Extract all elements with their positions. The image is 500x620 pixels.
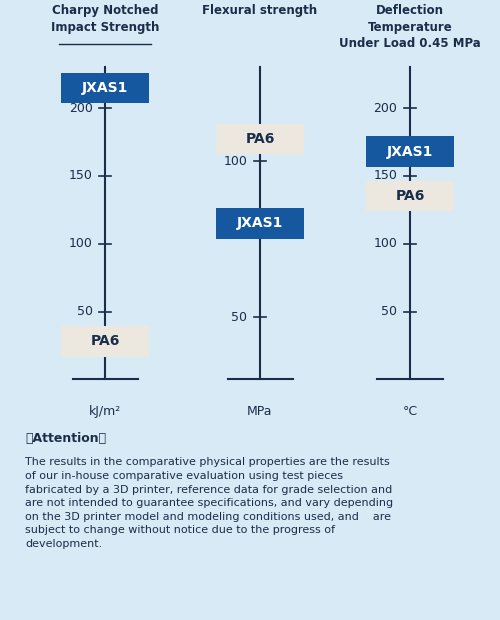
Text: The results in the comparative physical properties are the results
of our in-hou: The results in the comparative physical … xyxy=(25,458,393,549)
Text: 100: 100 xyxy=(224,154,248,167)
Text: 200: 200 xyxy=(374,102,398,115)
Text: JXAS1: JXAS1 xyxy=(387,144,433,159)
Text: 50: 50 xyxy=(76,305,92,318)
Text: MPa: MPa xyxy=(247,405,273,417)
FancyBboxPatch shape xyxy=(216,208,304,239)
FancyBboxPatch shape xyxy=(216,124,304,154)
FancyBboxPatch shape xyxy=(366,136,454,167)
Text: 50: 50 xyxy=(382,305,398,318)
FancyBboxPatch shape xyxy=(61,73,149,103)
Text: PA6: PA6 xyxy=(90,334,120,348)
Text: 100: 100 xyxy=(68,237,92,250)
Text: 150: 150 xyxy=(374,169,398,182)
Text: JXAS1: JXAS1 xyxy=(237,216,283,231)
FancyBboxPatch shape xyxy=(61,326,149,356)
Text: Charpy Notched
Impact Strength: Charpy Notched Impact Strength xyxy=(51,4,159,33)
Text: kJ/m²: kJ/m² xyxy=(89,405,121,417)
FancyBboxPatch shape xyxy=(366,181,454,211)
Text: 100: 100 xyxy=(374,237,398,250)
Text: PA6: PA6 xyxy=(246,132,274,146)
Text: JXAS1: JXAS1 xyxy=(82,81,128,95)
Text: 200: 200 xyxy=(68,102,92,115)
Text: 150: 150 xyxy=(68,169,92,182)
Text: °C: °C xyxy=(402,405,417,417)
Text: Deflection
Temperature
Under Load 0.45 MPa: Deflection Temperature Under Load 0.45 M… xyxy=(339,4,481,50)
Text: PA6: PA6 xyxy=(396,189,424,203)
Text: 50: 50 xyxy=(232,311,248,324)
Text: 《Attention》: 《Attention》 xyxy=(25,432,106,445)
Text: Flexural strength: Flexural strength xyxy=(202,4,318,17)
